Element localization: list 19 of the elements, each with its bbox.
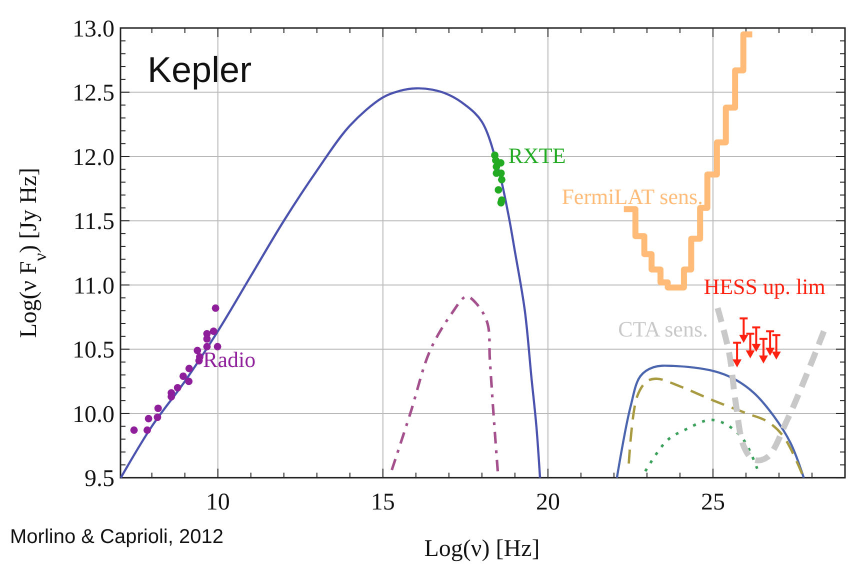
x-tick-label: 25 bbox=[700, 490, 725, 516]
text: HESS up. lim bbox=[704, 274, 826, 299]
text: Morlino & Caprioli, 2012 bbox=[10, 526, 224, 548]
y-tick-label: 10.0 bbox=[72, 402, 114, 428]
x-tick-label: 15 bbox=[370, 490, 395, 516]
y-tick-label: 13.0 bbox=[72, 16, 114, 42]
x-tick-label: 20 bbox=[536, 490, 560, 516]
y-tick-label: 12.0 bbox=[72, 144, 114, 171]
series-label: FermiLAT sens. bbox=[562, 184, 704, 210]
y-tick-label: 11.5 bbox=[73, 209, 114, 236]
y-tick-label: 12.5 bbox=[72, 80, 114, 107]
y-tick-label: 11.0 bbox=[73, 273, 114, 300]
y-tick-label: 10.5 bbox=[72, 338, 114, 364]
series-label: RXTE bbox=[508, 142, 566, 168]
series-label: Radio bbox=[203, 347, 256, 372]
x-axis-title: Log(ν) [Hz] bbox=[424, 536, 540, 562]
x-tick-label: 10 bbox=[206, 490, 230, 516]
text: Kepler bbox=[148, 49, 252, 90]
y-tick-label: 9.5 bbox=[84, 466, 114, 492]
